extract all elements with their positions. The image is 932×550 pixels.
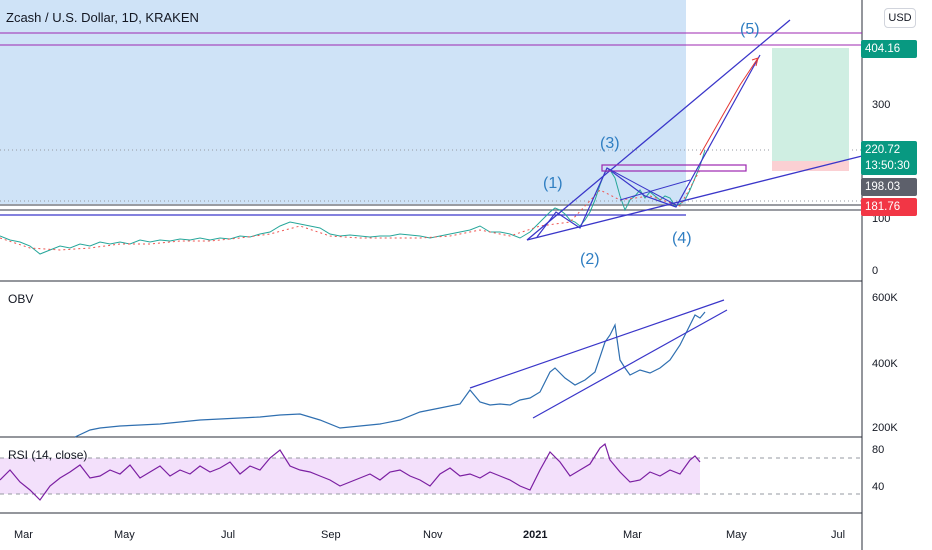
price-tick-0: 0 <box>872 265 878 277</box>
price-tick-300: 300 <box>872 99 890 111</box>
rsi-label[interactable]: RSI (14, close) <box>8 448 88 462</box>
time-tick-sep: Sep <box>321 529 341 541</box>
elliott-wave-drawing[interactable] <box>526 19 863 241</box>
rsi-band <box>0 458 700 494</box>
current-price-timer: 13:50:30 <box>865 160 910 172</box>
rsi-tick-40: 40 <box>872 481 884 493</box>
current-price-value: 220.72 <box>865 144 901 156</box>
time-tick-jul-2021: Jul <box>831 529 845 541</box>
consolidation-box[interactable] <box>601 164 747 172</box>
time-tick-may: May <box>114 529 135 541</box>
obv-label[interactable]: OBV <box>8 292 34 306</box>
channel-lower-line[interactable] <box>526 155 863 241</box>
obv-tick-400k: 400K <box>872 358 898 370</box>
triangle-lower[interactable] <box>619 179 691 201</box>
price-tag-198: 198.03 <box>861 178 917 196</box>
time-tick-mar: Mar <box>14 529 33 541</box>
price-tag-404: 404.16 <box>861 40 917 58</box>
channel-upper-line[interactable] <box>526 19 791 241</box>
chart-title: Zcash / U.S. Dollar, 1D, KRAKEN <box>6 10 199 25</box>
time-tick-may-2021: May <box>726 529 747 541</box>
projection-arrowhead <box>751 57 759 67</box>
obv-tick-600k: 600K <box>872 292 898 304</box>
long-position-loss-zone[interactable] <box>772 161 849 171</box>
rsi-series <box>0 442 701 501</box>
obv-series <box>74 299 728 438</box>
obv-lower-trendline[interactable] <box>532 309 728 419</box>
long-position-profit-zone[interactable] <box>772 48 849 161</box>
rsi-tick-80: 80 <box>872 444 884 456</box>
price-tick-100: 100 <box>872 213 890 225</box>
time-tick-2021: 2021 <box>523 529 547 541</box>
obv-upper-trendline[interactable] <box>469 299 725 389</box>
time-tick-jul: Jul <box>221 529 235 541</box>
time-tick-mar-2021: Mar <box>623 529 642 541</box>
projection-arrow[interactable] <box>699 57 759 156</box>
time-tick-nov: Nov <box>423 529 443 541</box>
triangle-upper[interactable] <box>606 167 677 206</box>
price-tag-181: 181.76 <box>861 198 917 216</box>
current-price-tag: 220.72 13:50:30 <box>861 141 917 175</box>
wave-label-1: (1) <box>543 175 563 192</box>
wave-label-4: (4) <box>672 230 692 247</box>
currency-button[interactable]: USD <box>884 8 916 28</box>
highlight-zone <box>0 0 686 204</box>
price-series <box>0 149 706 255</box>
wave-label-5: (5) <box>740 21 760 38</box>
obv-tick-200k: 200K <box>872 422 898 434</box>
wave-label-3: (3) <box>600 135 620 152</box>
wave-label-2: (2) <box>580 251 600 268</box>
